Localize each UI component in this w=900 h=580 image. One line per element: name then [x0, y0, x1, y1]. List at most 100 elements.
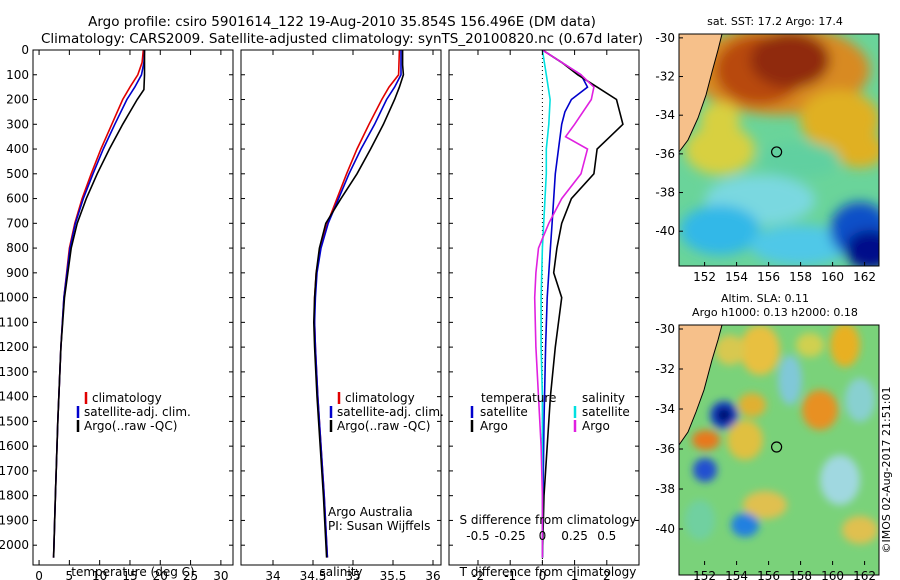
x-tick-label: 5	[66, 569, 74, 580]
sla-map-frame	[678, 324, 880, 576]
map-x-tick-label: 160	[821, 569, 844, 580]
map-y-tick-label: -36	[655, 147, 675, 161]
x-tick-label: 15	[122, 569, 137, 580]
y-tick-label: 1700	[0, 464, 29, 478]
y-tick-label: 900	[6, 266, 29, 280]
y-tick-label: 1200	[0, 340, 29, 354]
sst-map-title: sat. SST: 17.2 Argo: 17.4	[707, 15, 843, 28]
sst-map-frame	[678, 33, 880, 267]
legend-label-s-argo: Argo	[582, 419, 610, 433]
map-x-tick-label: 152	[693, 270, 716, 284]
map-y-tick-label: -38	[655, 186, 675, 200]
salinity-xlabel: salinity	[319, 565, 362, 579]
x-tick-label: 35.5	[380, 569, 407, 580]
x-tick-label: -1	[504, 569, 516, 580]
map-y-tick-label: -40	[655, 224, 675, 238]
y-tick-label: 100	[6, 68, 29, 82]
x-tick-label-salinity: -0.5	[466, 529, 489, 543]
legend-label-t-argo: Argo	[480, 419, 508, 433]
series-line-climatology	[313, 50, 401, 558]
y-tick-label: 1300	[0, 365, 29, 379]
x-tick-label-salinity: 0.5	[597, 529, 616, 543]
y-tick-label: 1100	[0, 315, 29, 329]
series-line-climatology	[52, 50, 145, 558]
series-line-argo	[52, 50, 146, 558]
x-tick-label: -2	[472, 569, 484, 580]
map-x-tick-label: 158	[789, 270, 812, 284]
map-x-tick-label: 156	[757, 270, 780, 284]
x-tick-label-salinity: -0.25	[495, 529, 526, 543]
y-tick-label: 800	[6, 241, 29, 255]
imos-watermark: ©IMOS 02-Aug-2017 21:51:01	[880, 387, 893, 554]
figure-title-line2: Climatology: CARS2009. Satellite-adjuste…	[41, 31, 643, 47]
series-line-satellite	[52, 50, 146, 558]
salinity-axes-box	[240, 49, 442, 566]
difference-axes-box	[448, 49, 640, 566]
map-y-tick-label: -30	[655, 322, 675, 336]
legend-label-climatology: climatology	[345, 391, 415, 405]
map-y-tick-label: -30	[655, 31, 675, 45]
sst-map: sat. SST: 17.2 Argo: 17.4 152 15	[655, 15, 880, 284]
legend-label-t-satellite: satellite	[480, 405, 528, 419]
y-tick-label: 1400	[0, 390, 29, 404]
sla-map: Altim. SLA: 0.11 Argo h1000: 0.13 h2000:…	[655, 292, 880, 580]
map-x-tick-label: 154	[725, 270, 748, 284]
y-tick-label: 1600	[0, 439, 29, 453]
series-line-t-argo	[541, 50, 624, 558]
salinity-legend: climatology satellite-adj. clim. Argo(..…	[329, 391, 444, 433]
annotation-argo-australia: Argo Australia	[328, 505, 413, 519]
x-tick-label: 30	[213, 569, 228, 580]
sst-coastline	[678, 33, 723, 153]
map-x-tick-label: 154	[725, 569, 748, 580]
x-tick-label: 34.5	[300, 569, 327, 580]
map-x-tick-label: 152	[693, 569, 716, 580]
legend-label-climatology: climatology	[92, 391, 162, 405]
y-tick-label: 0	[21, 43, 29, 57]
map-y-tick-label: -34	[655, 108, 675, 122]
map-y-tick-label: -32	[655, 70, 675, 84]
x-tick-label: 25	[183, 569, 198, 580]
y-tick-label: 500	[6, 167, 29, 181]
x-tick-label: 10	[92, 569, 107, 580]
temperature-axes-box	[32, 49, 234, 566]
temperature-panel: 0 5 10 15 20 25 30 0 100 200 300 400 500 600 700 800 90…	[0, 43, 234, 580]
salinity-panel: 34 34.5 35 35.5 36 salinity climatology sate…	[240, 49, 444, 580]
series-line-satellite	[313, 50, 402, 558]
y-tick-label: 1800	[0, 489, 29, 503]
map-x-tick-label: 162	[853, 270, 876, 284]
difference-xlabel-top: S difference from climatology	[460, 513, 637, 527]
y-tick-label: 600	[6, 192, 29, 206]
sla-field	[679, 325, 879, 575]
y-tick-label: 200	[6, 93, 29, 107]
legend-label-s-satellite: satellite	[582, 405, 630, 419]
temperature-xlabel: temperature (deg C)	[71, 565, 194, 579]
x-tick-label: 0	[35, 569, 43, 580]
y-tick-label: 1000	[0, 291, 29, 305]
sst-argo-position-marker	[770, 146, 783, 158]
y-tick-label: 300	[6, 117, 29, 131]
series-line-s-argo	[533, 50, 595, 558]
difference-xlabel: T difference from climatology	[459, 565, 637, 579]
y-tick-label: 400	[6, 142, 29, 156]
map-y-tick-label: -34	[655, 402, 675, 416]
series-line-s-satellite	[540, 50, 551, 558]
map-x-tick-label: 158	[789, 569, 812, 580]
legend-label-argo: Argo(..raw -QC)	[84, 419, 177, 433]
x-tick-label: 0	[539, 569, 547, 580]
y-tick-label: 1900	[0, 513, 29, 527]
y-tick-label: 700	[6, 216, 29, 230]
legend-title-temperature: temperature	[481, 391, 556, 405]
series-line-t-satellite	[541, 50, 589, 558]
map-y-tick-label: -32	[655, 362, 675, 376]
x-tick-label-salinity: 0.25	[561, 529, 588, 543]
sst-field	[679, 34, 879, 266]
difference-legend: temperature satellite Argo salinity sate…	[470, 391, 630, 433]
x-tick-label: 2	[603, 569, 611, 580]
x-tick-label: 20	[153, 569, 168, 580]
x-tick-label: 1	[571, 569, 579, 580]
map-x-tick-label: 162	[853, 569, 876, 580]
legend-label-satellite: satellite-adj. clim.	[84, 405, 191, 419]
legend-label-argo: Argo(..raw -QC)	[337, 419, 430, 433]
sla-map-title-line2: Argo h1000: 0.13 h2000: 0.18	[692, 306, 858, 319]
